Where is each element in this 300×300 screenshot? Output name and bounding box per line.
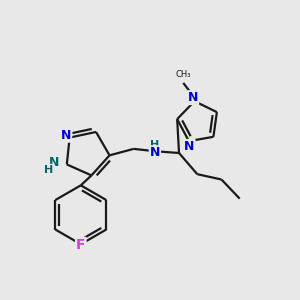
- Text: CH₃: CH₃: [176, 70, 191, 79]
- Text: H: H: [44, 165, 53, 175]
- Text: F: F: [76, 238, 86, 252]
- Text: N: N: [61, 129, 71, 142]
- Text: N: N: [150, 146, 160, 159]
- Text: H: H: [150, 140, 160, 150]
- Text: N: N: [188, 91, 198, 104]
- Text: N: N: [49, 157, 59, 169]
- Text: N: N: [184, 140, 195, 153]
